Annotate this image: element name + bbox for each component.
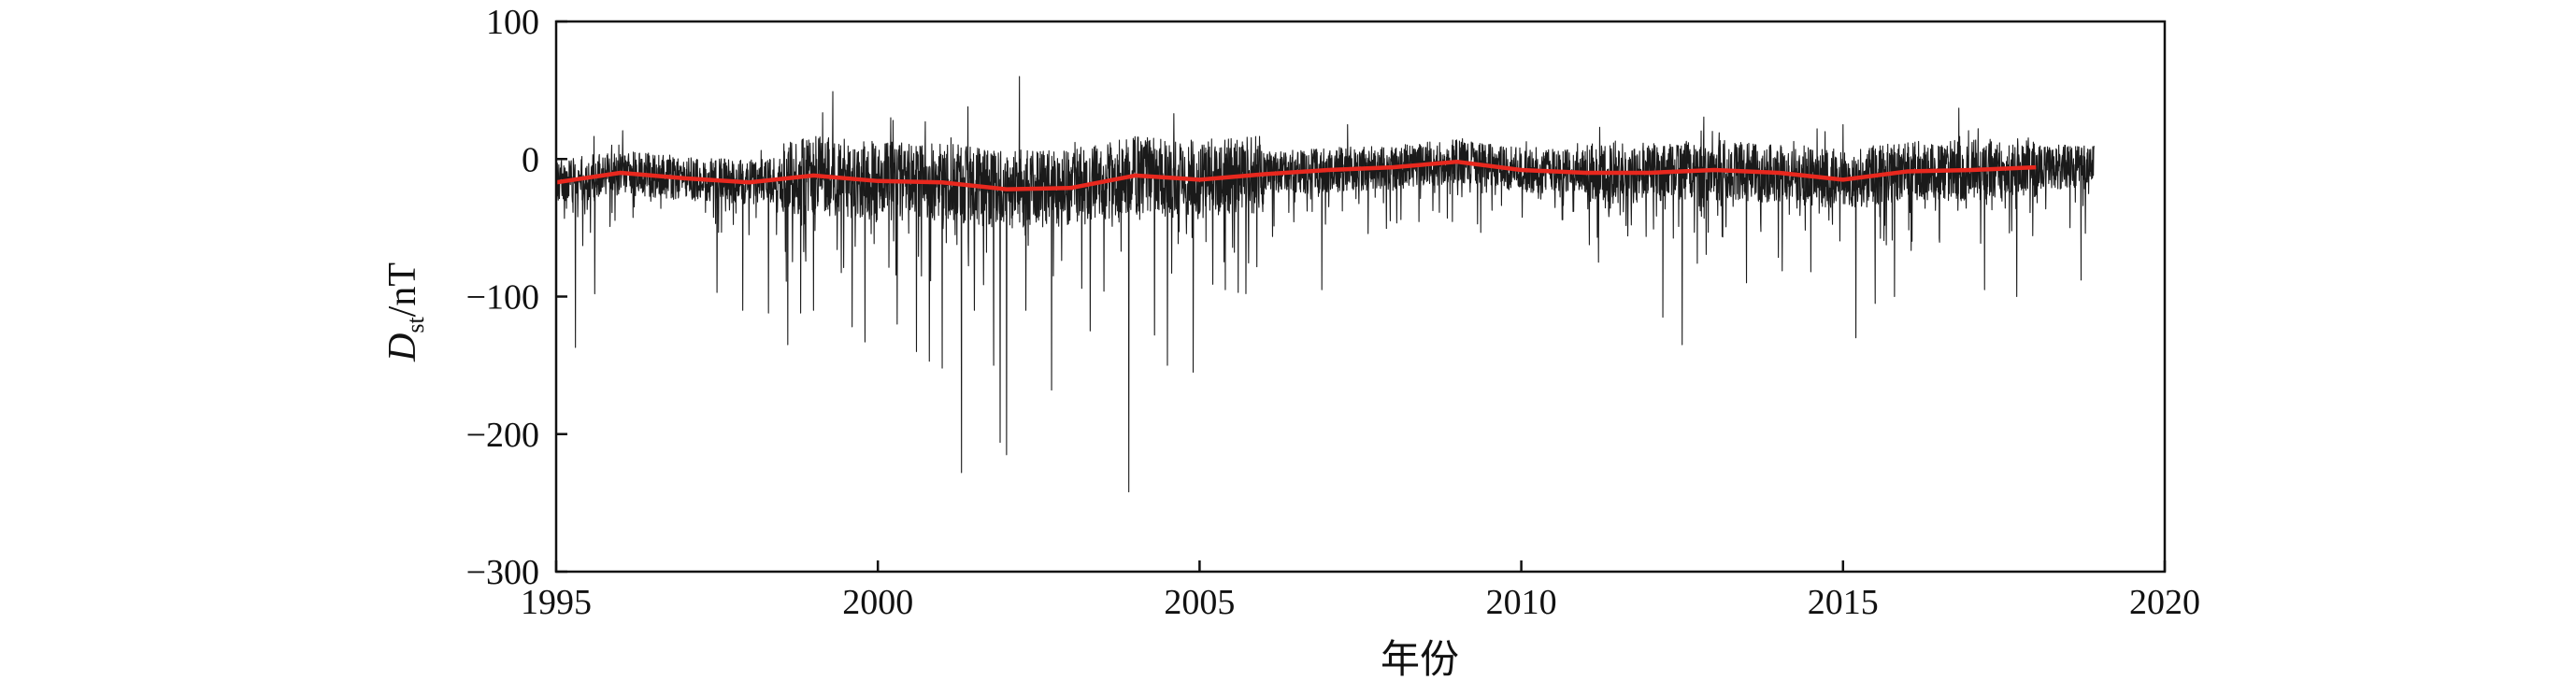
x-tick-label: 2020 [2129, 583, 2200, 622]
y-axis-label-unit: /nT [381, 262, 424, 317]
x-tick-label: 2000 [842, 583, 913, 622]
x-axis-label: 年份 [1381, 638, 1459, 680]
x-axis: 1995 2000 2005 2010 2015 2020 [521, 560, 2200, 622]
x-tick-label: 2015 [1808, 583, 1879, 622]
x-tick-label: 2005 [1164, 583, 1235, 622]
y-axis-label-subscript: st [402, 317, 429, 333]
dst-daily-line [555, 76, 2095, 493]
y-tick-label: −200 [466, 416, 539, 455]
y-axis-label-symbol: D [381, 333, 424, 362]
x-tick-label: 2010 [1486, 583, 1557, 622]
y-tick-label: 100 [486, 3, 539, 42]
x-tick-label: 1995 [521, 583, 592, 622]
y-tick-label: −100 [466, 278, 539, 318]
y-axis-label: Dst/nT [381, 262, 429, 362]
y-tick-label: 0 [522, 140, 539, 179]
dst-daily-series [555, 76, 2095, 493]
dst-trend-line [555, 159, 2037, 191]
y-tick-label: −300 [466, 553, 539, 592]
dst-trend-series [555, 159, 2037, 191]
y-axis: 100 0 −100 −200 −300 [466, 3, 567, 592]
plot-frame [554, 20, 2167, 574]
